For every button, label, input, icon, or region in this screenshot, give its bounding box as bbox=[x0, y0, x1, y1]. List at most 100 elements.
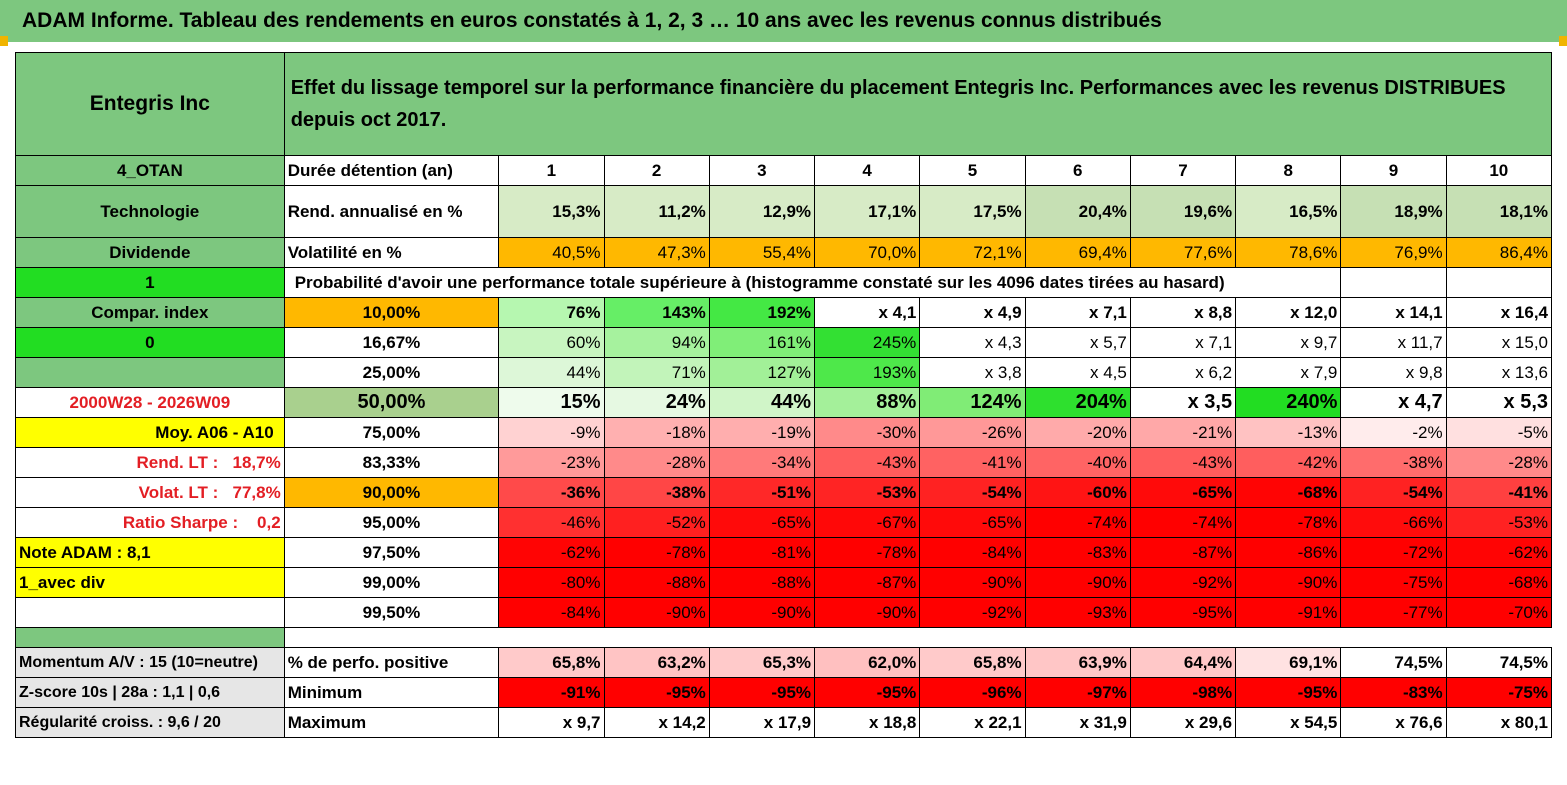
proba-cell: 193% bbox=[814, 357, 921, 388]
proba-cell: -38% bbox=[603, 477, 710, 508]
label-empty-white bbox=[15, 597, 285, 628]
proba-cell: 94% bbox=[603, 327, 710, 358]
positive-cell: 65,3% bbox=[708, 647, 816, 678]
proba-cell: -90% bbox=[1235, 567, 1342, 598]
proba-cell: -20% bbox=[1024, 417, 1131, 448]
proba-cell: -23% bbox=[498, 447, 605, 478]
maximum-cell: x 22,1 bbox=[919, 707, 1026, 738]
positive-cell: 65,8% bbox=[498, 647, 605, 678]
page-title: ADAM Informe. Tableau des rendements en … bbox=[0, 0, 1567, 42]
label-compar-index: Compar. index bbox=[15, 297, 285, 328]
proba-cell: -86% bbox=[1235, 537, 1342, 568]
year-7: 7 bbox=[1129, 155, 1237, 186]
rend-cell: 20,4% bbox=[1024, 185, 1131, 238]
proba-cell: 24% bbox=[603, 387, 710, 418]
row-positive: Momentum A/V : 15 (10=neutre) % de perfo… bbox=[15, 647, 1553, 678]
proba-cell: x 5,3 bbox=[1445, 387, 1553, 418]
proba-cell: -78% bbox=[603, 537, 710, 568]
volat-cell: 78,6% bbox=[1235, 237, 1342, 268]
proba-cell: x 8,8 bbox=[1129, 297, 1237, 328]
year-5: 5 bbox=[919, 155, 1026, 186]
volat-cell: 69,4% bbox=[1024, 237, 1131, 268]
positive-cell: 64,4% bbox=[1129, 647, 1237, 678]
proba-cell: -19% bbox=[708, 417, 816, 448]
label-period: 2000W28 - 2026W09 bbox=[15, 387, 285, 418]
minimum-cell: -75% bbox=[1445, 677, 1553, 708]
proba-row-975: Note ADAM : 8,1 97,50% -62% -78% -81% -7… bbox=[15, 537, 1553, 568]
proba-row-95: Ratio Sharpe : 0,2 95,00% -46% -52% -65%… bbox=[15, 507, 1553, 538]
proba-pct: 83,33% bbox=[283, 447, 500, 478]
proba-cell: -90% bbox=[603, 597, 710, 628]
proba-cell: -92% bbox=[1129, 567, 1237, 598]
proba-row-75: Moy. A06 - A10 75,00% -9% -18% -19% -30%… bbox=[15, 417, 1553, 448]
proba-cell: -62% bbox=[498, 537, 605, 568]
proba-cell: 245% bbox=[814, 327, 921, 358]
empty-cell bbox=[1445, 267, 1553, 298]
year-4: 4 bbox=[814, 155, 921, 186]
rend-cell: 11,2% bbox=[603, 185, 710, 238]
row-rend: Technologie Rend. annualisé en % 15,3% 1… bbox=[15, 185, 1553, 238]
proba-cell: -18% bbox=[603, 417, 710, 448]
proba-cell: -53% bbox=[1445, 507, 1553, 538]
proba-cell: -84% bbox=[498, 597, 605, 628]
proba-cell: -90% bbox=[708, 597, 816, 628]
positive-cell: 74,5% bbox=[1445, 647, 1553, 678]
proba-pct: 90,00% bbox=[283, 477, 500, 508]
proba-cell: -9% bbox=[498, 417, 605, 448]
proba-description: Probabilité d'avoir une performance tota… bbox=[283, 267, 1342, 298]
minimum-cell: -83% bbox=[1340, 677, 1447, 708]
proba-pct: 16,67% bbox=[283, 327, 500, 358]
proba-cell: x 4,1 bbox=[814, 297, 921, 328]
proba-row-50: 2000W28 - 2026W09 50,00% 15% 24% 44% 88%… bbox=[15, 387, 1553, 418]
proba-cell: -81% bbox=[708, 537, 816, 568]
minimum-cell: -95% bbox=[603, 677, 710, 708]
maximum-cell: x 29,6 bbox=[1129, 707, 1237, 738]
right-separator-mark bbox=[1559, 36, 1567, 46]
proba-row-10: Compar. index 10,00% 76% 143% 192% x 4,1… bbox=[15, 297, 1553, 328]
rend-cell: 17,1% bbox=[814, 185, 921, 238]
proba-cell: -28% bbox=[1445, 447, 1553, 478]
proba-row-995: 99,50% -84% -90% -90% -90% -92% -93% -95… bbox=[15, 597, 1553, 628]
proba-cell: 127% bbox=[708, 357, 816, 388]
proba-cell: -38% bbox=[1340, 447, 1447, 478]
proba-cell: -74% bbox=[1129, 507, 1237, 538]
proba-cell: x 4,3 bbox=[919, 327, 1026, 358]
proba-cell: -28% bbox=[603, 447, 710, 478]
proba-pct: 97,50% bbox=[283, 537, 500, 568]
proba-cell: x 3,8 bbox=[919, 357, 1026, 388]
row-duree: 4_OTAN Durée détention (an) 1 2 3 4 5 6 … bbox=[15, 155, 1553, 186]
proba-cell: -60% bbox=[1024, 477, 1131, 508]
proba-cell: 44% bbox=[498, 357, 605, 388]
proba-pct: 25,00% bbox=[283, 357, 500, 388]
proba-cell: -74% bbox=[1024, 507, 1131, 538]
positive-cell: 62,0% bbox=[814, 647, 921, 678]
volat-cell: 86,4% bbox=[1445, 237, 1553, 268]
rend-cell: 16,5% bbox=[1235, 185, 1342, 238]
row-minimum: Z-score 10s | 28a : 1,1 | 0,6 Minimum -9… bbox=[15, 677, 1553, 708]
row-label-duree: Durée détention (an) bbox=[283, 155, 500, 186]
proba-cell: -65% bbox=[708, 507, 816, 538]
proba-cell: -88% bbox=[708, 567, 816, 598]
maximum-cell: x 18,8 bbox=[814, 707, 921, 738]
empty-cell bbox=[1340, 267, 1447, 298]
proba-cell: -36% bbox=[498, 477, 605, 508]
proba-pct: 50,00% bbox=[283, 387, 500, 418]
volat-lt-label: Volat. LT : bbox=[138, 482, 219, 502]
proba-cell: -84% bbox=[919, 537, 1026, 568]
proba-cell: x 3,5 bbox=[1129, 387, 1237, 418]
proba-pct: 99,50% bbox=[283, 597, 500, 628]
volat-cell: 72,1% bbox=[919, 237, 1026, 268]
spacer-green bbox=[15, 627, 285, 648]
minimum-cell: -97% bbox=[1024, 677, 1131, 708]
proba-row-90: Volat. LT : 77,8% 90,00% -36% -38% -51% … bbox=[15, 477, 1553, 508]
year-3: 3 bbox=[708, 155, 816, 186]
volat-cell: 70,0% bbox=[814, 237, 921, 268]
year-2: 2 bbox=[603, 155, 710, 186]
label-volat-lt: Volat. LT : 77,8% bbox=[15, 477, 285, 508]
proba-cell: -77% bbox=[1340, 597, 1447, 628]
proba-cell: x 12,0 bbox=[1235, 297, 1342, 328]
company-name: Entegris Inc bbox=[15, 52, 285, 156]
rend-cell: 18,9% bbox=[1340, 185, 1447, 238]
proba-cell: -90% bbox=[814, 597, 921, 628]
maximum-cell: x 54,5 bbox=[1235, 707, 1342, 738]
